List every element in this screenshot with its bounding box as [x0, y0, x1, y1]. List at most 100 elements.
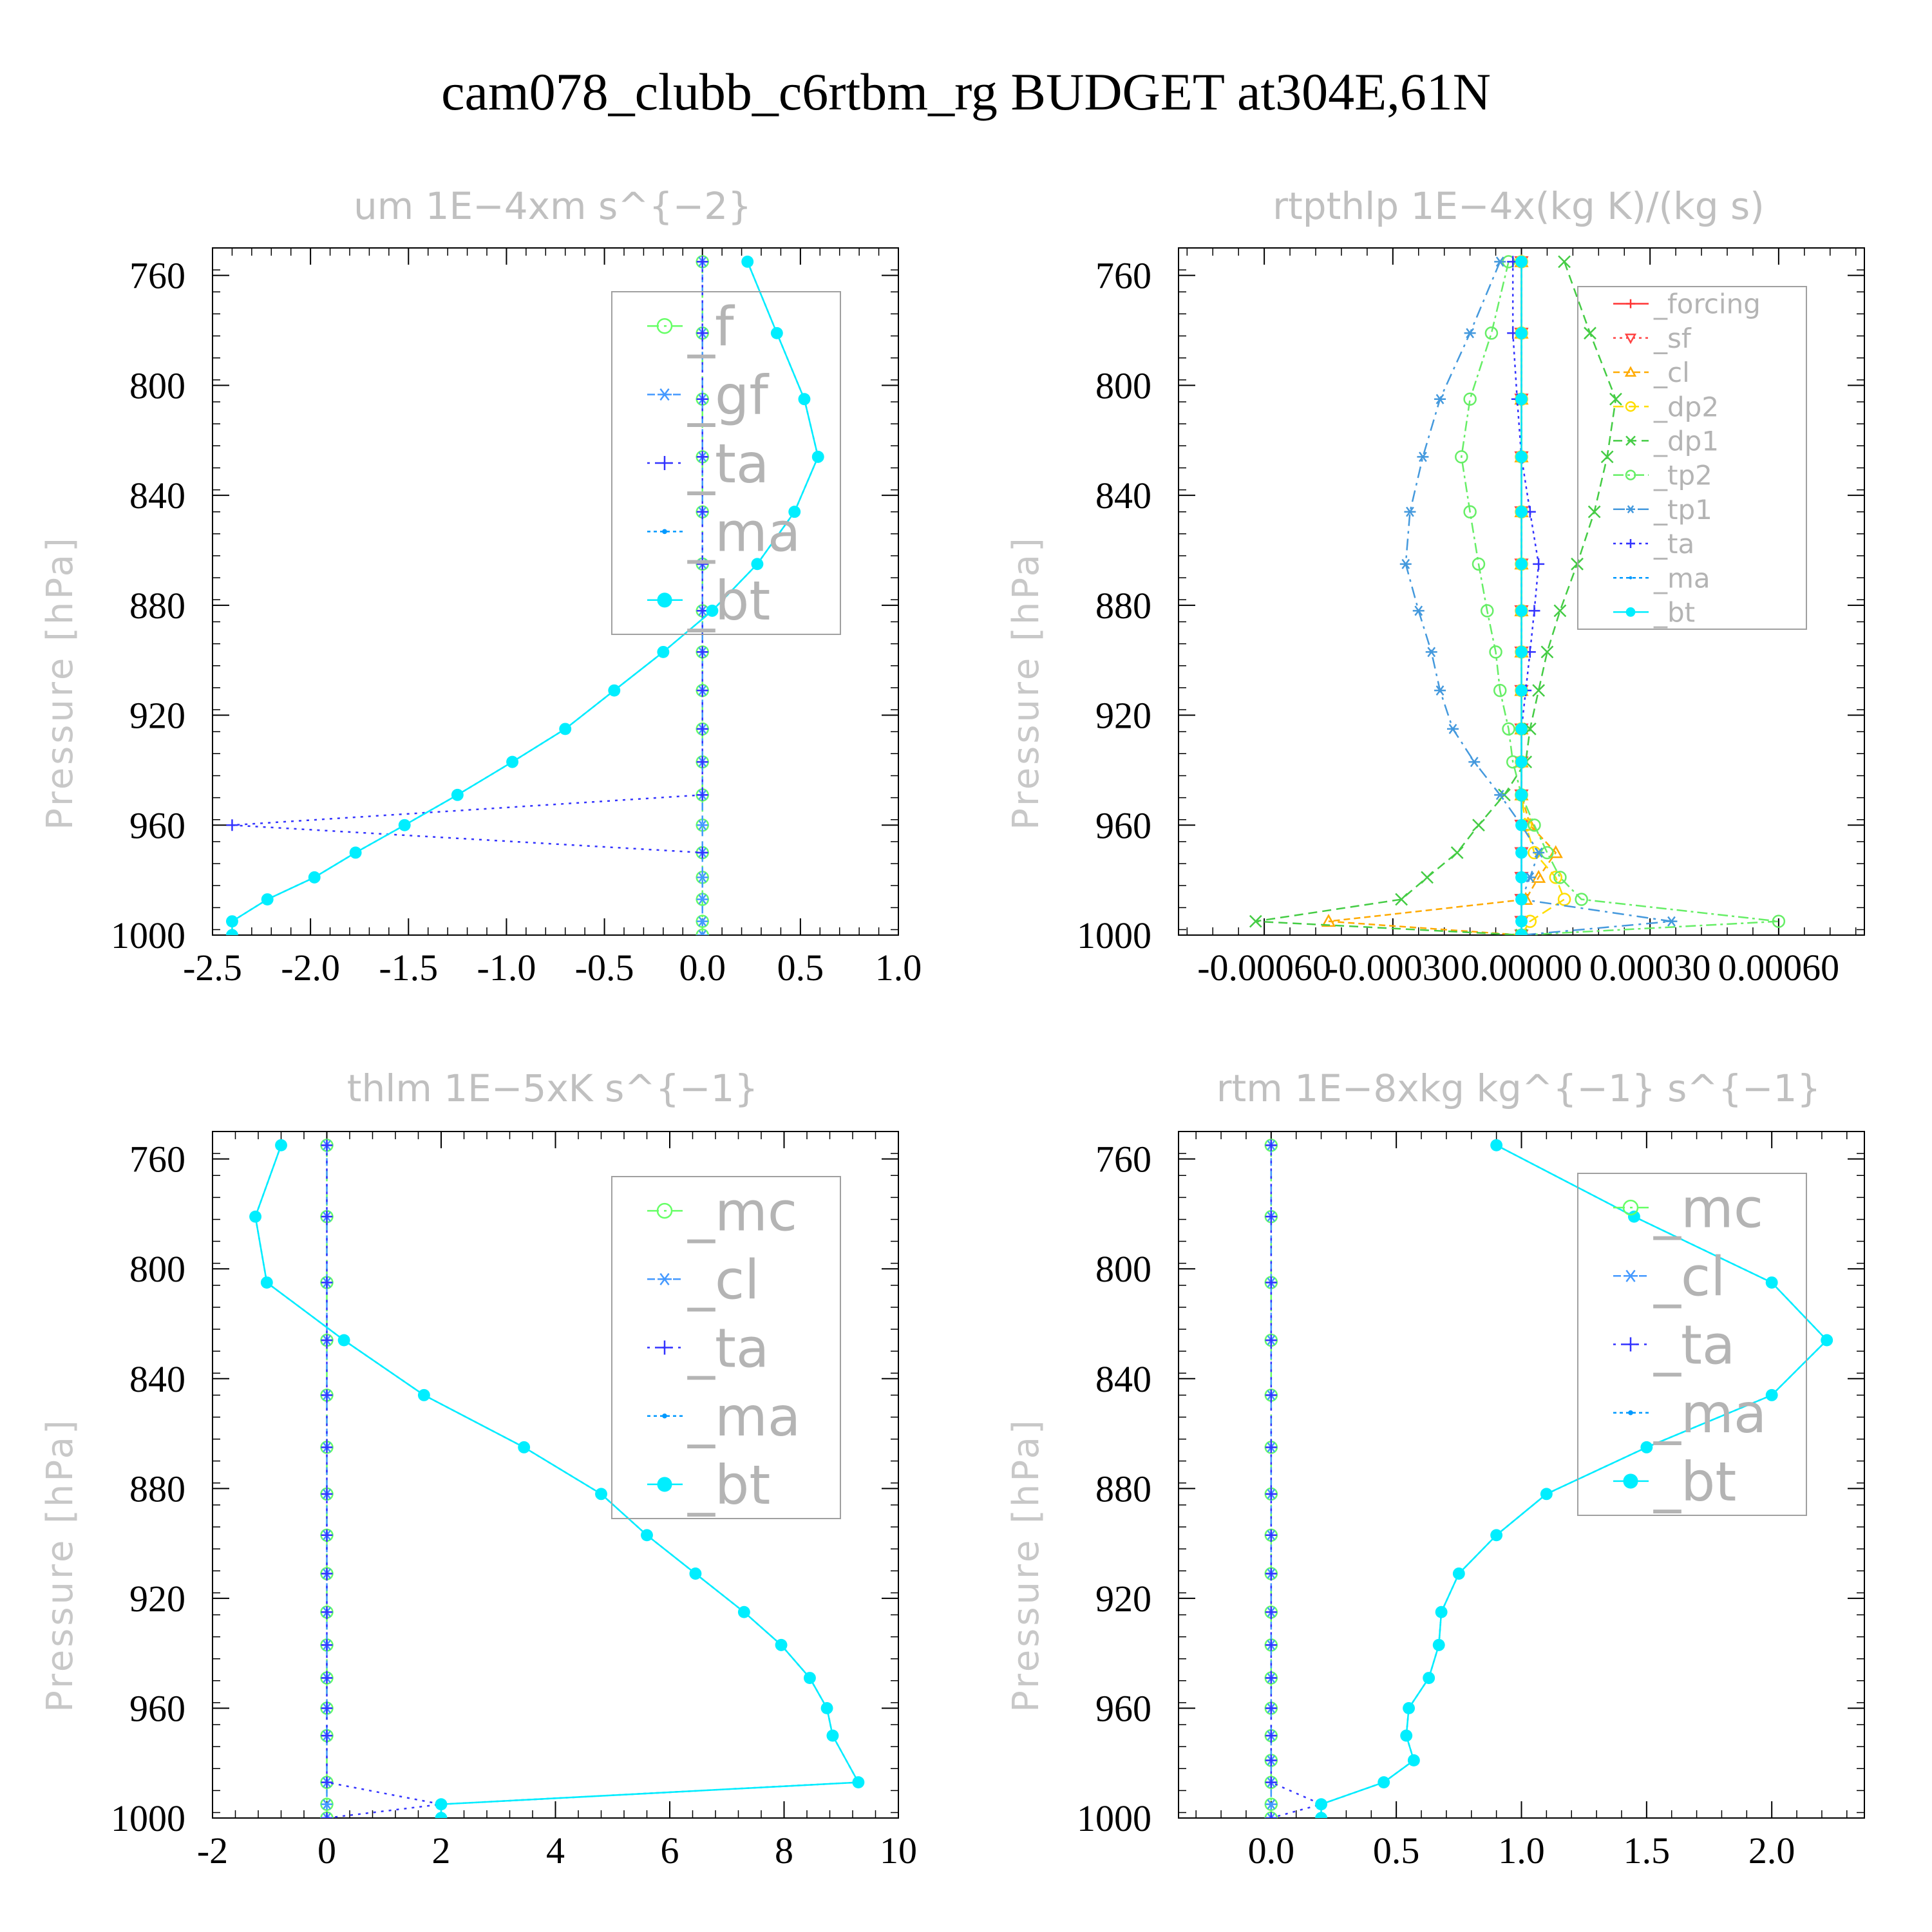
series-group — [1249, 254, 1786, 935]
data-point-ta — [1265, 1389, 1277, 1401]
data-point-bt — [1435, 1605, 1448, 1618]
y-tick-label: 840 — [1095, 1358, 1151, 1400]
data-point-ta — [321, 1211, 333, 1223]
legend-label: _sf — [1653, 323, 1692, 354]
data-point-bt — [1515, 846, 1528, 859]
legend-label: _dp1 — [1653, 426, 1719, 457]
data-point-bt — [1515, 327, 1528, 339]
data-point-bt — [1515, 723, 1528, 735]
data-point-tp2 — [1502, 722, 1515, 736]
legend-label: _ma — [1653, 1382, 1766, 1445]
data-point-bt — [249, 1210, 262, 1223]
data-point-tp2 — [1528, 819, 1541, 832]
data-point-bt — [1407, 1754, 1420, 1766]
panel-um: um 1E−4xm s^{−2} Pressure [hPa] -2.5 -2.0… — [39, 184, 922, 989]
data-point-gf — [696, 894, 708, 905]
legend-marker-tp1 — [1626, 505, 1635, 514]
data-point-dp1 — [1421, 871, 1434, 884]
data-point-bt — [308, 871, 321, 884]
y-tick-label: 960 — [1095, 1687, 1151, 1729]
data-point-tp2 — [1481, 604, 1494, 618]
data-point-bt — [1378, 1776, 1390, 1789]
data-point-bt — [225, 915, 238, 928]
data-point-tp1 — [1404, 506, 1416, 517]
data-point-bt — [261, 893, 274, 905]
data-point-ta — [1265, 1488, 1277, 1500]
data-point-cl — [1265, 1813, 1277, 1818]
data-point-ta — [321, 1441, 333, 1454]
x-tick-label: 8 — [775, 1830, 793, 1871]
data-point-bt — [826, 1729, 839, 1742]
legend-box — [1577, 1173, 1807, 1516]
panel-title: um 1E−4xm s^{−2} — [354, 184, 752, 228]
legend-marker-ma — [662, 529, 667, 535]
legend-marker-mc — [1622, 1199, 1639, 1216]
x-tick-label: 0.0 — [679, 947, 726, 989]
series-group — [1264, 1139, 1833, 1818]
legend-marker-f — [656, 317, 673, 334]
data-point-bt — [1515, 450, 1528, 463]
data-point-dp1 — [1395, 893, 1408, 906]
data-point-ta — [321, 1702, 333, 1714]
x-tick-label: 0.5 — [777, 947, 824, 989]
data-point-ta — [1265, 1812, 1277, 1818]
x-tick-label: -1.5 — [379, 947, 438, 989]
y-tick-label: 880 — [1095, 585, 1151, 627]
y-tick-label: 920 — [1095, 695, 1151, 737]
legend-marker-ma — [662, 1413, 667, 1419]
data-point-dp1 — [1249, 914, 1262, 928]
legend-label: _ma — [1653, 562, 1710, 594]
legend-marker-cl — [658, 1273, 672, 1285]
data-point-bt — [706, 604, 719, 617]
legend-marker-ta — [1624, 1337, 1638, 1352]
y-tick-label: 800 — [1095, 365, 1151, 406]
data-point-cl — [321, 1799, 333, 1810]
data-point-ta — [1265, 1639, 1277, 1651]
data-point-bt — [1400, 1729, 1413, 1742]
data-point-ta — [321, 1776, 333, 1788]
data-point-bt — [435, 1798, 448, 1811]
data-point-ta — [1265, 1276, 1277, 1289]
data-point-bt — [1315, 1798, 1328, 1811]
data-point-tp1 — [1434, 393, 1446, 404]
data-point-ta — [1265, 1529, 1277, 1541]
x-tick-label: 2 — [432, 1830, 451, 1871]
data-point-cl — [1265, 1799, 1277, 1810]
data-point-tp1 — [1434, 685, 1446, 696]
y-axis-label: Pressure [hPa] — [1005, 535, 1047, 830]
data-point-bt — [751, 558, 764, 571]
legend-marker-dp1 — [1625, 435, 1636, 446]
series-line-tp2 — [1461, 261, 1779, 935]
data-point-ta — [321, 1672, 333, 1684]
data-point-bt — [1640, 1441, 1653, 1454]
data-point-bt — [1432, 1638, 1445, 1651]
minor-ticks — [212, 247, 899, 935]
data-point-bt — [770, 327, 783, 339]
data-point-ta — [321, 1730, 333, 1742]
y-tick-label: 1000 — [111, 1797, 185, 1839]
data-point-ta — [321, 1812, 333, 1818]
data-point-bt — [275, 1139, 287, 1151]
data-point-bt — [1515, 393, 1528, 406]
data-point-bt — [1515, 893, 1528, 905]
data-point-bt — [518, 1441, 531, 1454]
data-point-bt — [1515, 255, 1528, 268]
data-point-bt — [803, 1672, 816, 1684]
y-tick-label: 1000 — [1077, 914, 1151, 956]
y-tick-label: 760 — [129, 1139, 185, 1180]
data-point-cl — [1321, 914, 1336, 927]
data-point-ta — [1533, 558, 1545, 570]
data-point-bt — [1515, 645, 1528, 658]
data-point-bt — [689, 1567, 702, 1580]
plot-frame — [212, 247, 899, 936]
data-point-bt — [775, 1638, 788, 1651]
data-point-ta — [1265, 1754, 1277, 1766]
y-tick-label: 1000 — [111, 914, 185, 956]
data-point-tp2 — [1472, 557, 1486, 571]
data-point-bt — [1515, 871, 1528, 884]
y-tick-label: 800 — [129, 365, 185, 406]
data-point-tp2 — [1463, 392, 1477, 406]
data-point-ta — [696, 327, 708, 339]
legend-label: _bt — [687, 1454, 770, 1517]
